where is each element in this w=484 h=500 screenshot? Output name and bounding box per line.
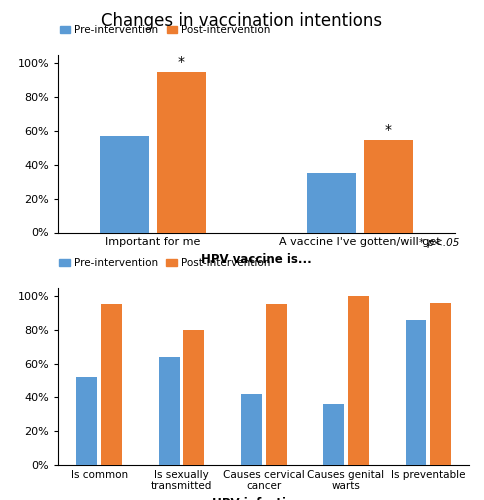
X-axis label: HPV infection...: HPV infection... [212,497,316,500]
Bar [266,304,287,465]
Legend: Pre-intervention, Post-intervention: Pre-intervention, Post-intervention [55,21,275,40]
Bar [76,377,97,465]
Bar [101,304,122,465]
Bar [183,330,204,465]
Bar [348,296,369,465]
Bar [100,136,149,232]
Bar [241,394,262,465]
Text: *: * [385,123,392,137]
Bar [364,140,413,232]
Text: * p<.05: * p<.05 [420,238,460,248]
Bar [406,320,426,465]
Bar [159,357,180,465]
X-axis label: HPV vaccine is...: HPV vaccine is... [201,253,312,266]
Bar [157,72,206,233]
Bar [430,302,451,465]
Text: Changes in vaccination intentions: Changes in vaccination intentions [102,12,382,30]
Bar [307,174,356,233]
Text: *: * [178,56,185,70]
Bar [323,404,344,465]
Legend: Pre-intervention, Post-intervention: Pre-intervention, Post-intervention [55,254,274,272]
